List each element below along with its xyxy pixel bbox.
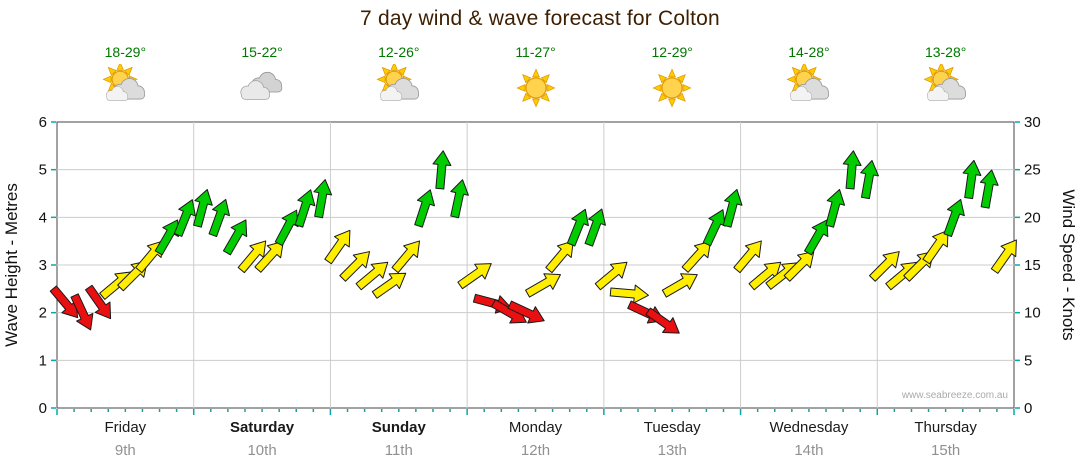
wind-arrow [274, 209, 299, 247]
wind-arrow [457, 263, 492, 290]
day-date: 12th [520, 442, 551, 459]
wind-arrow [825, 188, 846, 228]
cloudy-icon [239, 64, 285, 110]
wind-arrow [661, 273, 698, 298]
left-tick-label: 5 [39, 162, 47, 179]
day-label: Sunday [371, 419, 426, 436]
left-tick-label: 1 [39, 352, 47, 369]
wind-arrow [842, 150, 862, 190]
wind-arrow [990, 239, 1017, 274]
temp-range: 13-28° [924, 44, 967, 60]
wind-arrow [860, 159, 879, 200]
wind-arrow [193, 188, 213, 228]
left-axis-title: Wave Height - Metres [2, 183, 21, 347]
wind-arrow [584, 208, 606, 247]
wind-arrow [869, 251, 900, 282]
watermark: www.seabreeze.com.au [901, 390, 1008, 401]
partly-cloudy-icon [786, 61, 832, 110]
wind-arrow [525, 273, 561, 298]
right-axis-title: Wind Speed - Knots [1059, 189, 1078, 340]
right-tick-label: 10 [1024, 305, 1041, 322]
day-date: 10th [247, 442, 277, 459]
wind-arrow [979, 169, 999, 209]
wind-arrow [391, 240, 421, 274]
right-tick-label: 15 [1024, 257, 1041, 274]
wind-arrow [594, 261, 628, 291]
wind-arrow [432, 150, 452, 190]
wind-arrow [681, 240, 712, 273]
wind-arrow [371, 272, 407, 299]
wind-arrow [324, 229, 351, 265]
left-tick-label: 0 [39, 400, 47, 417]
temp-range: 12-26° [378, 44, 420, 60]
wind-arrow [70, 293, 94, 331]
wind-arrow [208, 198, 230, 238]
wind-arrow [783, 251, 815, 282]
wind-arrow [962, 159, 982, 200]
wind-arrow [943, 198, 965, 238]
wind-arrow [173, 199, 196, 237]
right-tick-label: 5 [1024, 352, 1032, 369]
left-tick-label: 4 [39, 209, 47, 226]
day-date: 14th [794, 442, 824, 459]
partly-cloudy-icon [102, 61, 148, 110]
wind-arrow [237, 240, 267, 274]
wind-arrow [355, 261, 389, 291]
page-title: 7 day wind & wave forecast for Colton [360, 7, 720, 30]
sunny-icon [649, 64, 695, 110]
left-tick-label: 2 [39, 305, 47, 322]
wind-arrow [222, 219, 248, 256]
wind-arrow [566, 208, 589, 247]
temp-range: 12-29° [651, 44, 693, 60]
day-label: Saturday [229, 419, 295, 436]
sunny-icon [513, 64, 559, 110]
wind-arrow [507, 300, 545, 324]
wind-arrow [722, 188, 743, 228]
day-date: 11th [384, 442, 413, 459]
right-tick-label: 20 [1024, 209, 1041, 226]
day-date: 9th [114, 442, 136, 459]
left-tick-label: 3 [39, 257, 47, 274]
wind-arrow [414, 189, 436, 228]
right-tick-label: 25 [1024, 162, 1041, 179]
wind-arrow [294, 189, 316, 228]
partly-cloudy-icon [376, 61, 422, 110]
wind-arrow [450, 179, 469, 219]
wind-arrow [804, 219, 829, 256]
wind-arrow [922, 229, 949, 265]
temp-range: 15-22° [241, 44, 283, 60]
wind-arrow [733, 240, 762, 274]
partly-cloudy-icon [923, 61, 969, 110]
temp-range: 14-28° [788, 44, 830, 60]
right-tick-label: 30 [1024, 114, 1041, 131]
day-date: 13th [657, 442, 687, 459]
wind-arrow [254, 240, 284, 273]
right-tick-label: 0 [1024, 400, 1032, 417]
day-label: Wednesday [769, 419, 849, 436]
wind-arrow [154, 219, 179, 256]
wind-arrow [313, 179, 333, 219]
left-tick-label: 6 [39, 114, 47, 131]
day-date: 15th [931, 442, 961, 459]
day-label: Monday [508, 419, 563, 436]
wind-arrow [85, 284, 112, 320]
wind-arrow [339, 251, 371, 282]
day-label: Thursday [914, 419, 977, 436]
day-label: Friday [104, 419, 147, 436]
wind-arrow [545, 240, 574, 274]
temp-range: 18-29° [104, 44, 147, 60]
wind-arrow [645, 307, 680, 334]
day-label: Tuesday [643, 419, 701, 436]
temp-range: 11-27° [515, 44, 556, 60]
